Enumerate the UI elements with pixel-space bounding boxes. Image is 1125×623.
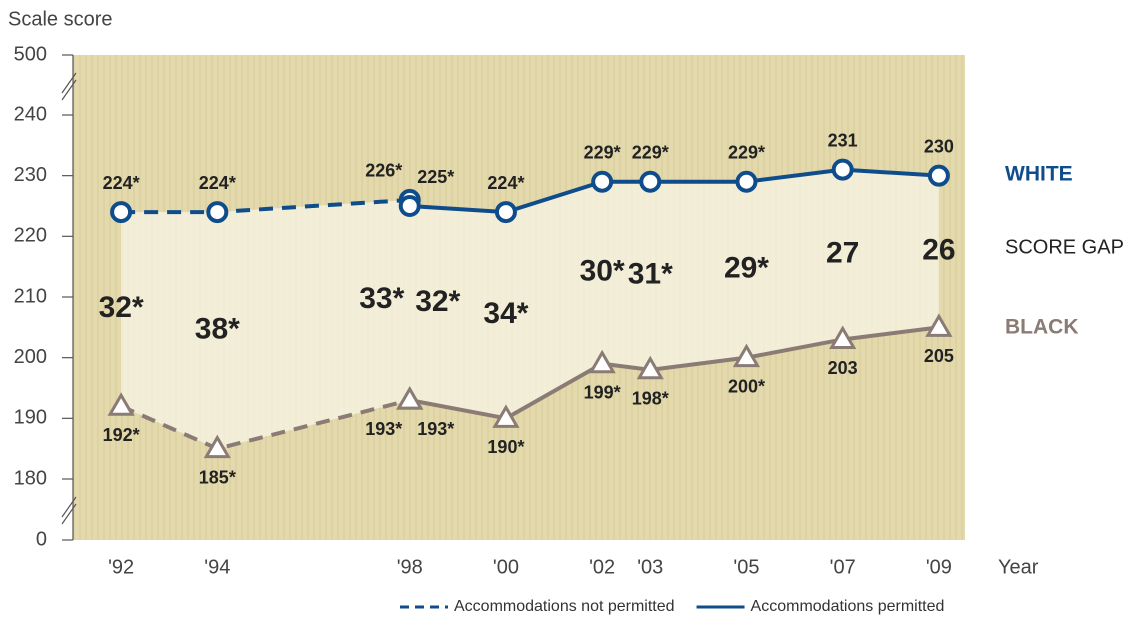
y-tick-label: 240 (14, 103, 47, 125)
y-tick-label: 220 (14, 225, 47, 247)
x-tick-label: '94 (204, 556, 230, 578)
marker (494, 201, 517, 224)
value-label: 198* (632, 389, 669, 409)
gap-label: 38* (195, 312, 240, 345)
gap-label: 34* (483, 297, 528, 330)
value-label: 193* (417, 419, 454, 439)
gap-label: 26 (922, 233, 955, 266)
marker (110, 201, 133, 224)
y-tick-label: 180 (14, 467, 47, 489)
marker (591, 170, 614, 193)
gap-area (121, 169, 939, 449)
x-tick-label: '05 (733, 556, 759, 578)
value-label: 224* (103, 173, 140, 193)
marker (396, 386, 424, 410)
value-label: 229* (632, 142, 669, 162)
marker (732, 343, 761, 368)
marker (398, 195, 421, 217)
y-tick-label: 190 (14, 407, 47, 429)
x-tick-label: '92 (108, 556, 134, 578)
value-label: 203 (828, 358, 858, 378)
marker (206, 201, 229, 224)
y-tick-label: 230 (14, 164, 47, 186)
axis-breaks (61, 72, 77, 525)
value-label: 224* (199, 173, 236, 193)
value-label: 193* (365, 419, 402, 439)
x-tick-label: '98 (397, 556, 423, 578)
y-tick-label: 200 (14, 346, 47, 368)
marker (831, 158, 854, 181)
y-tick-label: 500 (14, 43, 47, 65)
gap-name: SCORE GAP (1005, 236, 1124, 258)
marker (492, 404, 520, 428)
series-label: WHITE (1005, 163, 1073, 186)
x-tick-label: '02 (589, 556, 615, 578)
value-label: 231 (828, 130, 858, 150)
value-label: 190* (487, 437, 524, 457)
marker (636, 355, 664, 380)
value-label: 200* (728, 376, 765, 396)
gap-label: 30* (580, 255, 625, 288)
value-label: 224* (487, 173, 524, 193)
value-label: 230 (924, 136, 954, 156)
x-axis-label: Year (998, 556, 1039, 578)
value-label: 226* (365, 161, 402, 181)
marker (639, 170, 662, 193)
legend-label: Accommodations permitted (751, 598, 945, 615)
gap-label: 32* (99, 291, 144, 324)
legend-label: Accommodations not permitted (454, 598, 675, 615)
gap-label: 33* (359, 282, 404, 315)
value-label: 205 (924, 346, 954, 366)
marker (925, 313, 953, 337)
marker (735, 170, 758, 193)
gap-label: 29* (724, 252, 769, 285)
gap-label: 27 (826, 236, 859, 269)
marker (203, 434, 231, 459)
value-label: 225* (417, 167, 454, 187)
y-axis-label: Scale score (8, 8, 113, 30)
marker (829, 325, 857, 349)
value-label: 199* (584, 382, 621, 402)
x-tick-label: '09 (926, 556, 952, 578)
y-tick-label: 0 (36, 528, 47, 550)
value-label: 192* (103, 425, 140, 445)
marker (927, 164, 950, 187)
x-tick-label: '07 (830, 556, 856, 578)
value-label: 185* (199, 467, 236, 487)
value-label: 229* (584, 142, 621, 162)
gap-label: 32* (415, 285, 460, 318)
x-tick-label: '03 (637, 556, 663, 578)
gap-label: 31* (628, 258, 673, 291)
series-label: BLACK (1005, 316, 1079, 339)
marker (588, 349, 616, 374)
marker (107, 392, 135, 416)
value-label: 229* (728, 142, 765, 162)
x-tick-label: '00 (493, 556, 519, 578)
y-tick-label: 210 (14, 285, 47, 307)
